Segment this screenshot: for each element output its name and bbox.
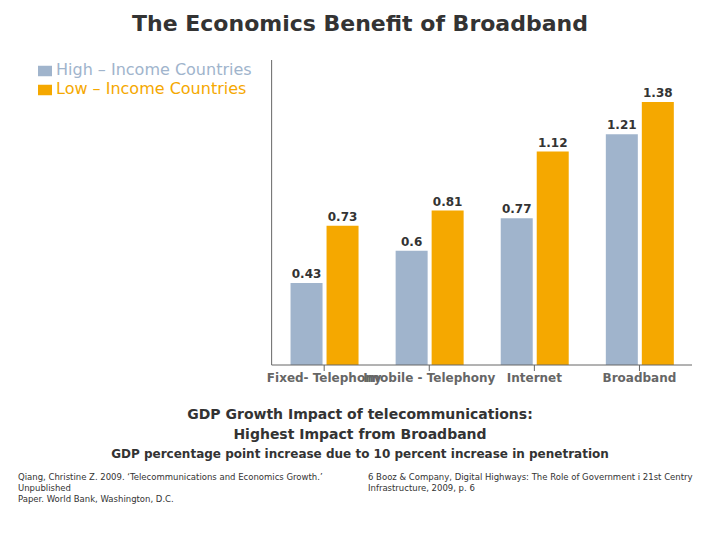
svg-text:Broadband: Broadband: [603, 371, 677, 385]
html-text:Qiang, Christine Z. 2009. ‘Tel: Qiang, Christine Z. 2009. ‘Telecommunica…: [18, 472, 323, 504]
svg-text:Imobile - Telephony: Imobile - Telephony: [363, 371, 495, 385]
svg-text:Fixed- Telephony: Fixed- Telephony: [266, 370, 382, 385]
svg-text:0.81: 0.81: [433, 195, 463, 209]
html-text:Low – Income Countries: Low – Income Countries: [56, 79, 247, 98]
svg-text:0.43: 0.43: [292, 267, 322, 281]
html-text:GDP percentage point increase: GDP percentage point increase due to 10 …: [111, 447, 609, 461]
html-text:6 Booz & Company, Digital High: 6 Booz & Company, Digital Highways: The …: [368, 472, 693, 493]
svg-text:0.6: 0.6: [401, 235, 422, 249]
svg-text:Internet: Internet: [507, 371, 562, 385]
svg-text:1.21: 1.21: [607, 118, 637, 132]
svg-text:1.12: 1.12: [538, 136, 568, 150]
html-text:The Economics Benefit of Broad: The Economics Benefit of Broadband: [132, 11, 588, 36]
svg-text:1.38: 1.38: [643, 86, 673, 100]
html-text:Highest Impact from Broadband: Highest Impact from Broadband: [233, 426, 487, 442]
html-text:GDP Growth Impact of telecommu: GDP Growth Impact of telecommunications:: [187, 406, 533, 422]
svg-text:0.77: 0.77: [502, 202, 532, 216]
html-text:High – Income Countries: High – Income Countries: [56, 60, 252, 79]
svg-text:0.73: 0.73: [328, 210, 358, 224]
